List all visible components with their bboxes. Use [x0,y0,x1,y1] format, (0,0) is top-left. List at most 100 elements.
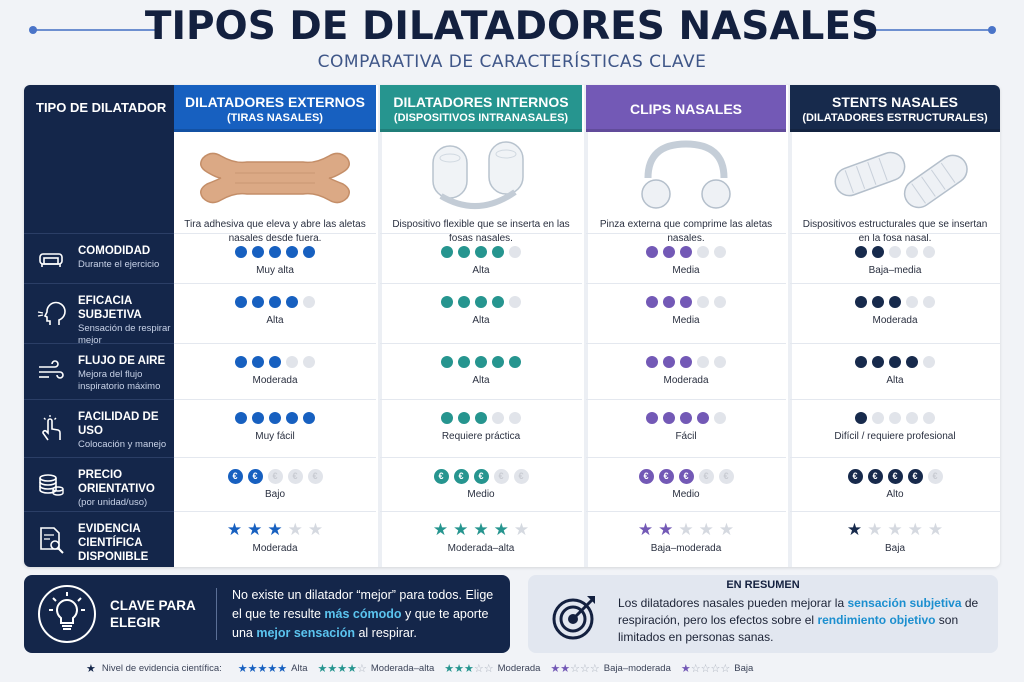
rating-label: Alta [886,375,904,386]
rating-dot [906,296,918,308]
star-icon: ★ [247,520,263,539]
rating-dot [286,412,298,424]
star-icon: ★ [513,520,530,539]
row-header: EVIDENCIA CIENTÍFICA DISPONIBLE [24,511,174,567]
nose-clip-image [586,138,786,218]
rating-dot [235,296,247,308]
rating-label: Baja–moderada [650,543,722,554]
star-icon: ★ [493,520,509,539]
legend-label: Baja [734,662,754,674]
star-icon: ★ [432,520,449,539]
rating-dot [906,246,918,258]
rating-dot [714,246,726,258]
rating-dot [646,296,658,308]
dilator-column: Pinza externa que comprime las aletas na… [586,132,786,567]
star-icon: ★ [867,520,883,539]
rating-dot [492,356,504,368]
legend-item: ★★★★★ Alta [238,662,308,675]
wind-icon [36,357,66,387]
legend-stars-icon: ★☆☆☆☆ [680,662,731,675]
document-search-icon [36,525,66,555]
rating-dot [441,296,453,308]
sofa-icon [36,244,66,274]
rating-dot [303,356,315,368]
legend-item: ★★★★☆ Moderada–alta [318,662,435,675]
rating-dot [475,296,487,308]
rating-dot [680,246,692,258]
rating-cell-price: € € € € € Alto [790,457,1000,511]
rating-dot [509,246,521,258]
rating-label: Baja [884,543,905,554]
rating-dot [475,356,487,368]
rating-dot [303,412,315,424]
row-label: EFICACIA SUBJETIVA Sensación de respirar … [78,294,172,347]
rating-dot [286,296,298,308]
column-description: Tira adhesiva que eleva y abre las aleta… [184,219,366,244]
rating-cell-ease: Muy fácil [174,399,376,457]
rating-dot [872,296,884,308]
rating-dot [697,412,709,424]
column-header: CLIPS NASALES [586,85,786,132]
rating-cell-evidence: ★ ★ ★ ★ ★ Moderada [174,511,376,567]
nasal-strip-image [174,138,376,218]
rating-cell-airflow: Alta [380,343,582,399]
header: TIPOS DE DILATADORES NASALES COMPARATIVA… [0,0,1024,84]
star-icon: ★ [678,520,694,539]
rating-cell-evidence: ★ ★ ★ ★ ★ Moderada–alta [380,511,582,567]
rating-dot [458,412,470,424]
rating-dot [286,246,298,258]
rating-dot [855,246,867,258]
column-title: STENTS NASALES [831,94,958,110]
rating-dot [923,296,935,308]
corner-label: TIPO DE DILATADOR [36,100,167,115]
star-icon: ★ [658,520,674,539]
rating-dot [252,412,264,424]
rating-dot [303,296,315,308]
rating-cell-airflow: Alta [790,343,1000,399]
evidence-legend: ★ Nivel de evidencia científica: ★★★★★ Al… [86,660,946,676]
lightbulb-icon [38,585,96,643]
divider [216,588,217,640]
rating-dot [269,246,281,258]
dilator-column: Dispositivos estructurales que se insert… [790,132,1000,567]
coins-icon [36,470,66,500]
rating-cell-comfort: Baja–media [790,233,1000,283]
column-header: STENTS NASALES (DILATADORES ESTRUCTURALES… [790,85,1000,132]
euro-coin-icon: € [453,468,469,484]
rating-dot [714,296,726,308]
page-title: TIPOS DE DILATADORES NASALES [144,4,880,49]
row-label: EVIDENCIA CIENTÍFICA DISPONIBLE [78,522,172,565]
rating-dot [441,412,453,424]
summary-text: Los dilatadores nasales pueden mejorar l… [618,595,988,646]
rating-dot [509,412,521,424]
decorative-dot [29,26,37,34]
hand-pointer-icon [36,414,66,444]
rating-cell-evidence: ★ ★ ★ ★ ★ Baja–moderada [586,511,786,567]
rating-label: Bajo [264,489,285,500]
rating-dot [697,356,709,368]
column-subtitle: (DISPOSITIVOS INTRANASALES) [393,112,569,124]
rating-cell-efficacy: Alta [380,283,582,343]
row-sublabel: Durante el ejercicio [78,259,160,270]
row-label: FLUJO DE AIRE Mejora del flujo inspirator… [78,354,172,393]
rating-label: Requiere práctica [441,431,521,442]
euro-coin-icon: € [267,468,283,484]
rating-dot [492,296,504,308]
rating-cell-ease: Difícil / requiere profesional [790,399,1000,457]
legend-stars-icon: ★★★★☆ [317,662,367,675]
rating-label: Fácil [675,431,697,442]
rating-dot [509,296,521,308]
rating-cell-price: € € € € € Medio [380,457,582,511]
euro-coin-icon: € [927,468,943,484]
decorative-line [868,29,992,31]
rating-label: Alta [472,315,490,326]
legend-label: Baja–moderada [603,662,671,674]
rating-dot [646,356,658,368]
rating-dot [680,356,692,368]
euro-coin-icon: € [493,468,509,484]
rating-label: Moderada [663,375,709,386]
rating-label: Media [672,315,700,326]
legend-stars-icon: ★★★☆☆ [444,662,494,675]
rating-dot [235,412,247,424]
row-sublabel: Mejora del flujo inspiratorio máximo [78,369,161,392]
